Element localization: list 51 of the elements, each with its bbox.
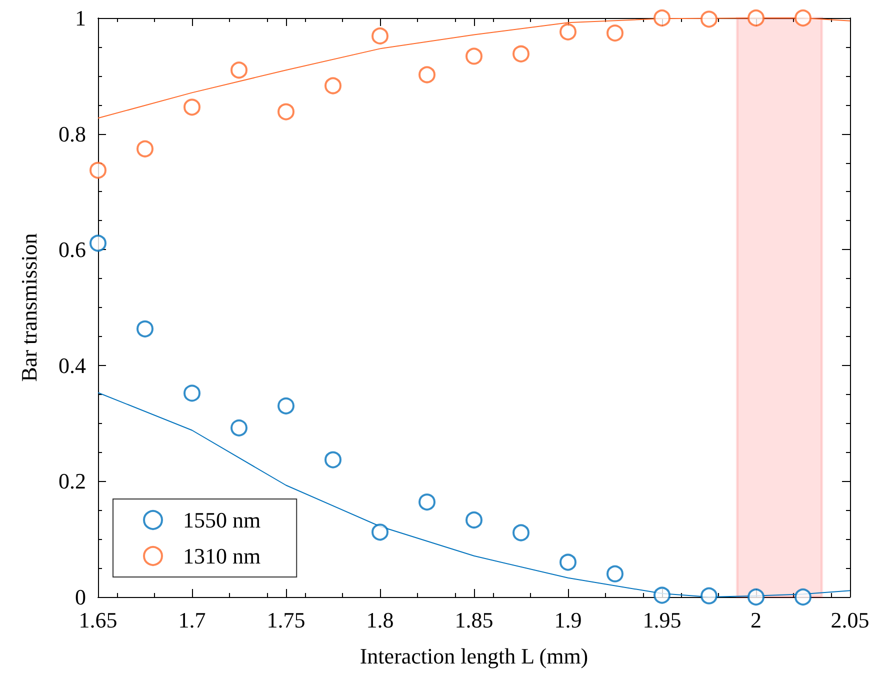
point [654,10,670,26]
point [184,98,200,116]
y-axis-title: Bar transmission [16,233,42,382]
point [606,565,624,582]
point [418,66,436,84]
x-tick-label: 2 [750,608,762,632]
point [606,24,624,42]
point [136,140,154,158]
point [90,234,106,252]
x-tick-label: 1.9 [554,608,582,632]
point [794,10,812,26]
point [372,524,388,541]
point [654,586,670,604]
x-tick-label: 1.7 [178,608,206,632]
point [794,588,812,606]
legend-label: 1310 nm [183,544,261,568]
point [372,27,388,44]
point [560,23,576,40]
y-tick-label: 0.4 [58,352,86,378]
point [278,397,294,414]
point [184,384,200,402]
point [512,524,530,542]
legend-label: 1550 nm [183,508,261,532]
point [466,511,482,528]
point [512,45,530,62]
point [230,62,248,79]
x-tick-label: 1.75 [266,608,306,632]
point [466,48,482,65]
x-tick-label: 2.05 [830,608,870,632]
x-axis-title: Interaction length L (mm) [360,644,588,668]
x-tick-label: 1.8 [366,608,394,632]
point [90,162,106,179]
x-tick-label: 1.95 [642,608,682,632]
y-tick-label: 0 [75,584,86,610]
point [324,451,342,468]
point [748,588,764,606]
y-tick-label: 0.2 [58,468,86,494]
point [700,587,718,604]
x-tick-label: 1.85 [454,608,494,632]
point [748,10,764,26]
point [700,10,718,28]
point [324,77,342,94]
point [230,419,248,436]
point [418,494,436,511]
x-tick-label: 1.65 [78,608,118,632]
point [136,320,154,338]
y-tick-label: 1 [75,6,86,30]
point [560,554,576,571]
y-tick-label: 0.8 [58,121,86,146]
y-tick-label: 0.6 [58,237,86,262]
point [278,103,294,120]
